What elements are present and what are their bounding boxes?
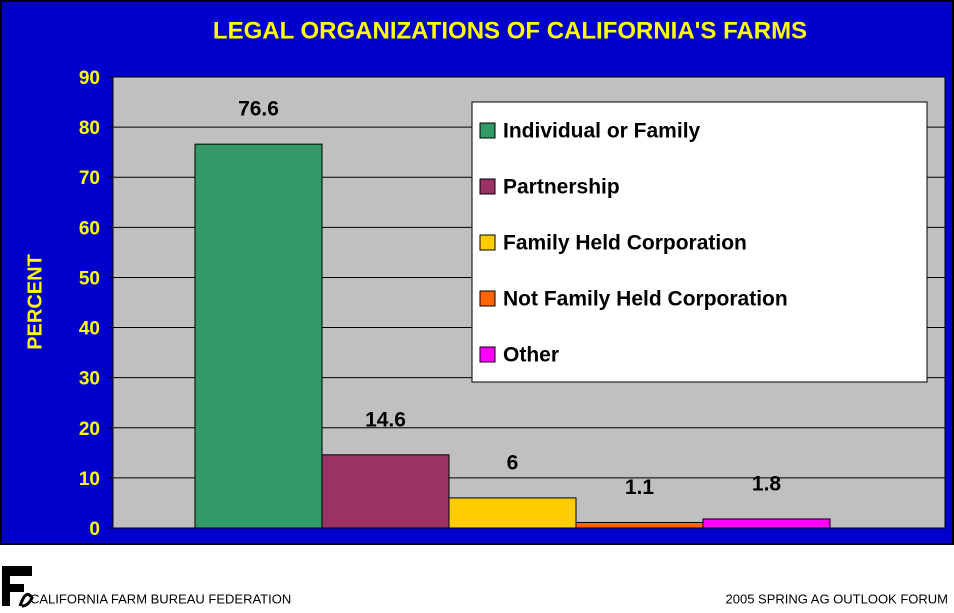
legend-swatch [479,290,496,307]
bar [702,518,831,529]
y-tick-label: 30 [79,369,100,390]
data-label: 1.8 [752,473,782,496]
data-label: 14.6 [365,408,406,431]
legend-box [471,101,928,383]
y-tick-label: 10 [79,469,100,490]
legend-swatch [479,234,496,251]
bar [448,497,577,529]
y-tick-label: 20 [79,419,100,440]
y-tick-label: 80 [79,118,100,139]
y-tick-label: 70 [79,168,100,189]
y-tick-label: 90 [79,68,100,89]
y-tick-label: 40 [79,319,100,340]
y-tick-label: 0 [89,519,100,540]
footer-right: 2005 SPRING AG OUTLOOK FORUM [726,591,949,606]
bar [194,143,323,529]
legend-label: Partnership [503,176,620,199]
data-label: 1.1 [625,476,655,499]
legend-label: Family Held Corporation [503,232,747,255]
legend-swatch [479,122,496,139]
legend-label: Individual or Family [503,120,701,143]
y-tick-label: 50 [79,268,100,289]
footer-left: CALIFORNIA FARM BUREAU FEDERATION [30,591,291,606]
y-tick-label: 60 [79,218,100,239]
footer-logo [2,566,34,608]
legend-label: Not Family Held Corporation [503,288,788,311]
data-label: 6 [507,451,519,474]
chart-title: LEGAL ORGANIZATIONS OF CALIFORNIA'S FARM… [213,17,807,44]
bar [575,521,704,529]
legend-swatch [479,178,496,195]
legend-swatch [479,346,496,363]
bar [321,454,450,529]
y-axis-label: PERCENT [24,254,46,350]
legend-label: Other [503,344,559,367]
data-label: 76.6 [238,98,279,121]
